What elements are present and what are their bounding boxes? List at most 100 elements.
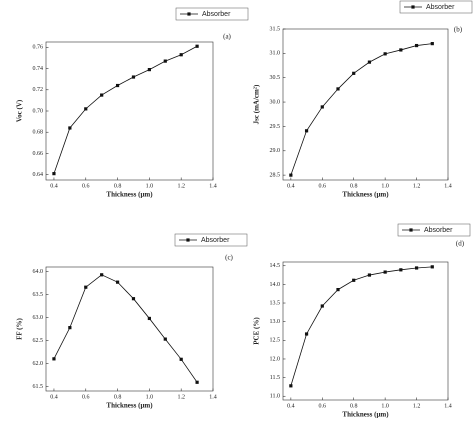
data-point [147,316,151,321]
plot-frame [45,266,214,392]
chart-panel: 0.4 0.6 0.8 1.0 1.2 1.4 28.5 29.0 29.5 30.0 30.5 31… [253,0,473,199]
y-tick-label: 14.0 [270,282,281,288]
y-tick-label: 0.76 [33,45,44,51]
panel-label: (b) [454,26,463,34]
data-point [179,357,183,361]
data-point [352,71,356,75]
data-point [367,60,372,64]
legend-label: Absorber [424,227,453,234]
data-point [100,273,104,277]
data-point [68,126,72,130]
data-point [147,68,151,72]
y-tick-label: 0.70 [33,108,44,114]
x-tick-label: 0.6 [319,183,327,189]
data-point [414,266,419,270]
y-tick-label: 13.0 [270,319,281,325]
legend-box [399,0,473,14]
panel-label: (a) [223,33,231,41]
y-tick-label: 31.0 [270,51,281,57]
data-point [320,304,324,308]
legend-box [175,7,249,21]
data-point [115,83,120,88]
data-point [84,107,88,111]
data-point [304,332,309,336]
legend-marker [409,228,413,232]
x-tick-label: 0.4 [287,403,295,409]
chart-panel: 0.4 0.6 0.8 1.0 1.2 1.4 11.0 11.5 12.0 12.5 13.0 13… [253,223,471,419]
x-tick-label: 1.4 [444,403,452,409]
data-point [352,278,356,282]
x-tick-label: 0.4 [287,183,295,189]
y-tick-label: 11.5 [270,375,280,381]
y-tick-label: 30.5 [270,75,281,81]
x-tick-label: 0.8 [114,394,122,400]
data-point [399,268,403,272]
y-tick-label: 28.5 [270,173,281,179]
data-point [84,285,88,289]
x-tick-label: 0.6 [82,183,90,189]
data-point [289,173,293,177]
y-axis-title: PCE (%) [253,317,261,345]
y-tick-label: 30.0 [270,99,281,105]
data-point [195,380,199,384]
data-point [414,43,419,48]
x-tick-label: 0.4 [50,394,58,400]
plot-frame [282,261,449,401]
x-tick-label: 1.2 [413,183,421,189]
x-tick-label: 1.0 [381,183,389,189]
y-tick-label: 0.66 [33,151,44,157]
y-tick-label: 61.5 [33,384,44,390]
x-tick-label: 0.4 [50,183,58,189]
x-tick-label: 1.0 [146,183,154,189]
data-point [336,288,340,292]
y-tick-label: 63.0 [33,315,44,321]
data-point [68,326,72,330]
y-axis-title: Jsc (mA/cm²) [253,84,261,124]
x-tick-label: 1.2 [177,183,185,189]
data-point [430,42,434,46]
legend-marker [411,5,415,9]
x-axis-title: Thickness (μm) [342,191,389,199]
data-point [52,172,56,176]
y-tick-label: 29.0 [270,148,281,154]
data-point [115,280,120,284]
legend-box [397,223,471,237]
data-point [131,75,136,79]
y-tick-label: 13.5 [270,300,281,306]
x-tick-label: 0.8 [114,183,122,189]
data-point [367,273,372,277]
data-point [163,59,167,63]
x-axis-title: Thickness (μm) [106,402,153,410]
data-point [383,52,387,56]
y-tick-label: 0.68 [33,130,44,136]
legend-label: Absorber [426,4,455,11]
y-tick-label: 0.72 [33,87,44,93]
series-line [290,266,433,386]
chart-panel: 0.4 0.6 0.8 1.0 1.2 1.4 61.5 62.0 62.5 63.0 63.5 64… [16,233,248,410]
x-tick-label: 0.6 [82,394,90,400]
y-axis-title: FF (%) [16,317,24,339]
data-point [430,265,434,269]
x-tick-label: 1.0 [146,394,154,400]
x-tick-label: 0.8 [350,403,358,409]
data-point [163,337,167,341]
y-tick-label: 29.5 [270,124,281,130]
legend-marker [186,238,190,242]
y-tick-label: 12.0 [270,356,281,362]
x-tick-label: 1.0 [381,403,389,409]
y-tick-label: 63.5 [33,292,44,298]
data-point [289,384,293,388]
data-point [304,129,309,133]
y-axis-title: Voc (V) [16,99,24,122]
x-tick-label: 1.4 [209,183,217,189]
x-tick-label: 1.4 [444,183,452,189]
x-tick-label: 1.2 [177,394,185,400]
data-point [336,87,340,91]
legend-box [174,233,248,247]
y-tick-label: 11.0 [270,394,280,400]
data-point [320,105,324,109]
x-axis-title: Thickness (μm) [342,411,389,419]
y-tick-label: 31.5 [270,26,281,32]
